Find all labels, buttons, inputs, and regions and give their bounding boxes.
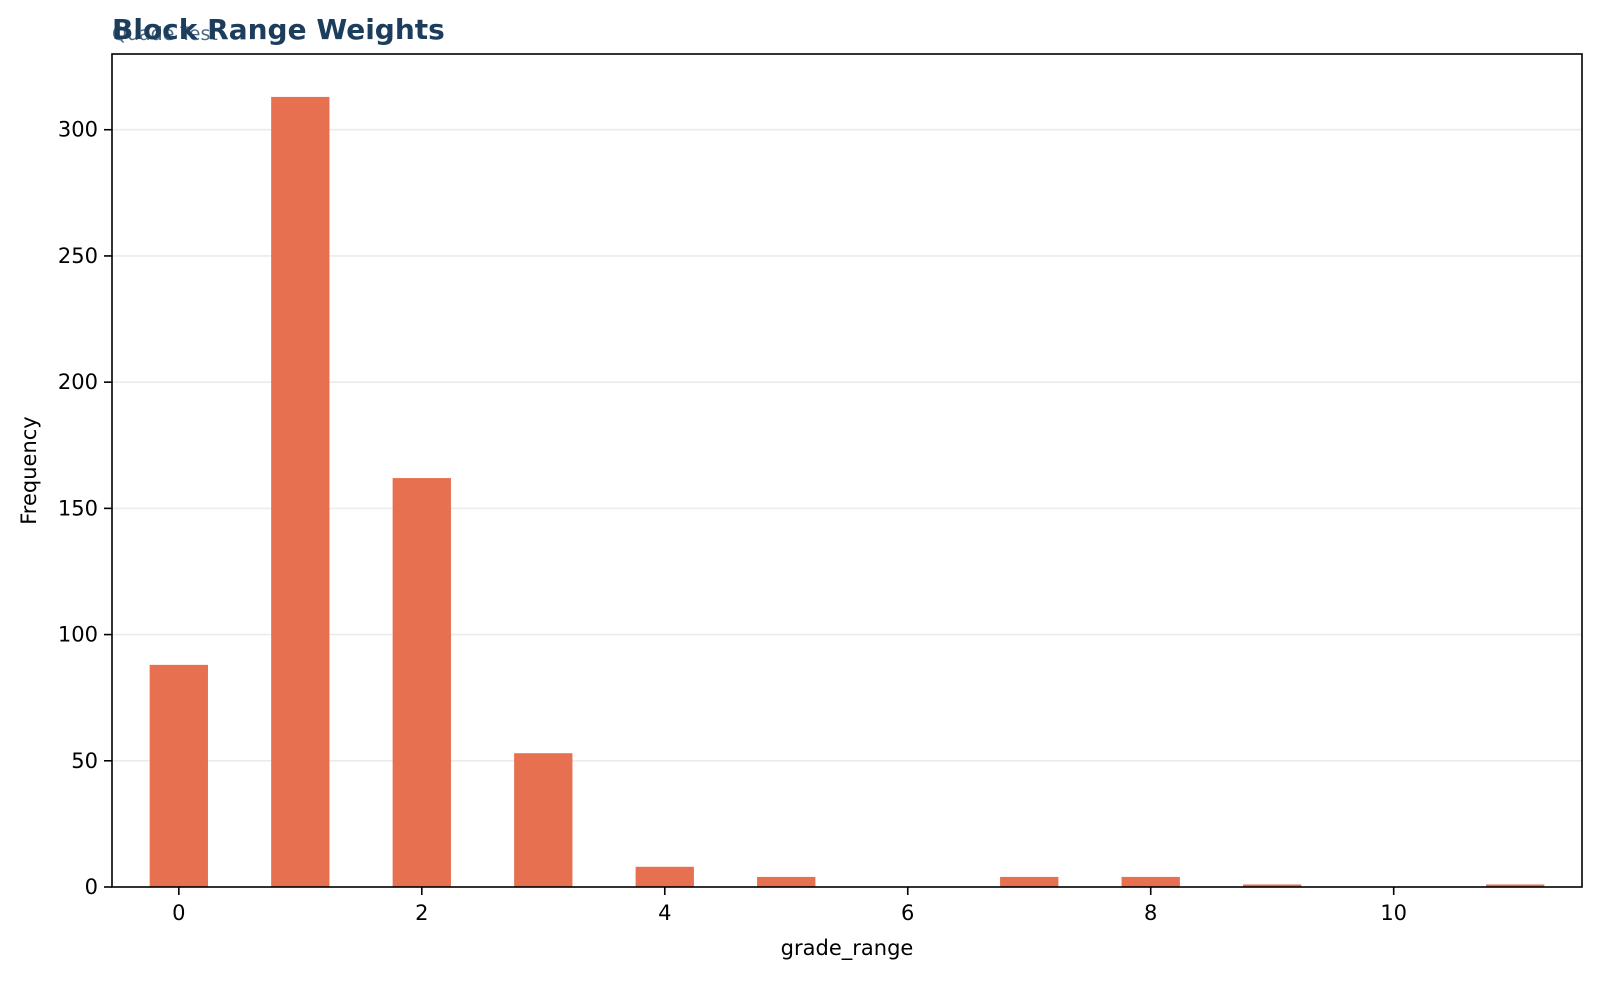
x-tick-label-10: 10 <box>1380 901 1407 925</box>
chart-title: Block Range Weights <box>112 13 445 46</box>
y-tick-label-250: 250 <box>58 244 98 268</box>
bar-0 <box>149 664 208 887</box>
x-tick-label-8: 8 <box>1144 901 1157 925</box>
x-tick-label-0: 0 <box>172 901 185 925</box>
y-tick-label-150: 150 <box>58 496 98 520</box>
y-tick-label-300: 300 <box>58 118 98 142</box>
y-tick-label-50: 50 <box>71 749 98 773</box>
bar-8 <box>1121 876 1180 887</box>
y-tick-label-100: 100 <box>58 623 98 647</box>
y-axis-label: Frequency <box>17 416 41 525</box>
y-tick-label-0: 0 <box>85 875 98 899</box>
x-axis-label: grade_range <box>781 936 914 961</box>
gridlines <box>112 128 1582 762</box>
bar-3 <box>514 753 573 887</box>
x-tick-label-4: 4 <box>658 901 671 925</box>
bar-11 <box>1486 884 1545 887</box>
bar-7 <box>1000 876 1059 887</box>
bar-2 <box>392 478 451 887</box>
x-tick-label-6: 6 <box>901 901 914 925</box>
x-tick-label-2: 2 <box>415 901 428 925</box>
x-axis-ticks: 0 2 4 6 8 10 <box>172 887 1407 925</box>
bar-1 <box>271 96 330 888</box>
bars <box>149 96 1545 888</box>
chart-subtitle: Quade Test <box>112 23 218 45</box>
y-axis-ticks: 0 50 100 150 200 250 300 <box>58 118 112 899</box>
y-tick-label-200: 200 <box>58 370 98 394</box>
bar-9 <box>1243 884 1302 887</box>
bar-5 <box>757 876 816 887</box>
plot-frame <box>111 53 1583 888</box>
bar-4 <box>635 866 694 887</box>
